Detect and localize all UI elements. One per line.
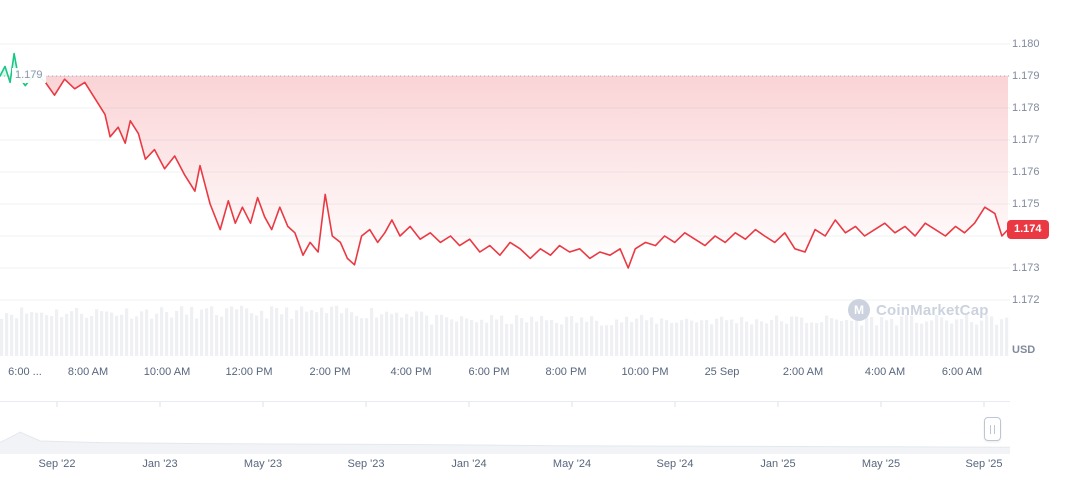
- x-axis-label: 10:00 AM: [143, 366, 191, 378]
- navigator-minimap-svg: [0, 402, 1010, 454]
- y-axis-label: 1.172: [1012, 294, 1040, 306]
- x-axis-label: 6:00 AM: [941, 366, 983, 378]
- y-axis-label: 1.179: [1012, 70, 1040, 82]
- navigator-date-label: May '25: [861, 458, 901, 470]
- x-axis-label: 12:00 PM: [225, 366, 273, 378]
- watermark-text: CoinMarketCap: [876, 301, 989, 319]
- y-axis-label: 1.176: [1012, 166, 1040, 178]
- navigator[interactable]: [0, 401, 1010, 454]
- handle-grip-line: [994, 424, 995, 434]
- navigator-date-label: Sep '25: [965, 458, 1003, 470]
- x-axis-label: 6:00 PM: [468, 366, 510, 378]
- last-price-badge: 1.174: [1007, 220, 1049, 239]
- x-axis-label: 10:00 PM: [621, 366, 669, 378]
- y-axis-label: 1.175: [1012, 198, 1040, 210]
- y-axis-label: 1.180: [1012, 38, 1040, 50]
- navigator-date-label: Sep '23: [347, 458, 385, 470]
- open-price-label: 1.179: [12, 68, 46, 83]
- navigator-date-label: Sep '24: [656, 458, 694, 470]
- x-axis-label: 8:00 AM: [67, 366, 109, 378]
- x-axis: 6:00 ... 8:00 AM 10:00 AM 12:00 PM 2:00 PM 4:…: [0, 366, 1010, 382]
- watermark: M CoinMarketCap: [848, 299, 989, 321]
- navigator-date-label: Jan '24: [451, 458, 487, 470]
- x-axis-label: 2:00 PM: [309, 366, 351, 378]
- x-axis-label: 4:00 PM: [390, 366, 432, 378]
- main-chart[interactable]: 1.179 M CoinMarketCap: [0, 0, 1010, 358]
- y-axis-label: 1.173: [1012, 262, 1040, 274]
- navigator-date-label: Jan '25: [760, 458, 796, 470]
- price-chart-svg: [0, 43, 1010, 356]
- coinmarketcap-logo-icon: M: [848, 299, 870, 321]
- navigator-date-label: Sep '22: [38, 458, 76, 470]
- y-axis-label: 1.178: [1012, 102, 1040, 114]
- x-axis-label: 4:00 AM: [864, 366, 906, 378]
- navigator-labels: Sep '22 Jan '23 May '23 Sep '23 Jan '24 May '…: [0, 458, 1010, 472]
- navigator-handle[interactable]: [984, 417, 1001, 441]
- x-axis-label: 2:00 AM: [782, 366, 824, 378]
- navigator-date-label: May '23: [243, 458, 283, 470]
- y-axis-label: 1.177: [1012, 134, 1040, 146]
- x-axis-label: 25 Sep: [704, 366, 740, 378]
- x-axis-label: 6:00 ...: [8, 366, 42, 378]
- navigator-date-label: Jan '23: [142, 458, 178, 470]
- handle-grip-line: [990, 424, 991, 434]
- navigator-date-label: May '24: [552, 458, 592, 470]
- x-axis-label: 8:00 PM: [545, 366, 587, 378]
- y-axis-unit: USD: [1012, 344, 1036, 356]
